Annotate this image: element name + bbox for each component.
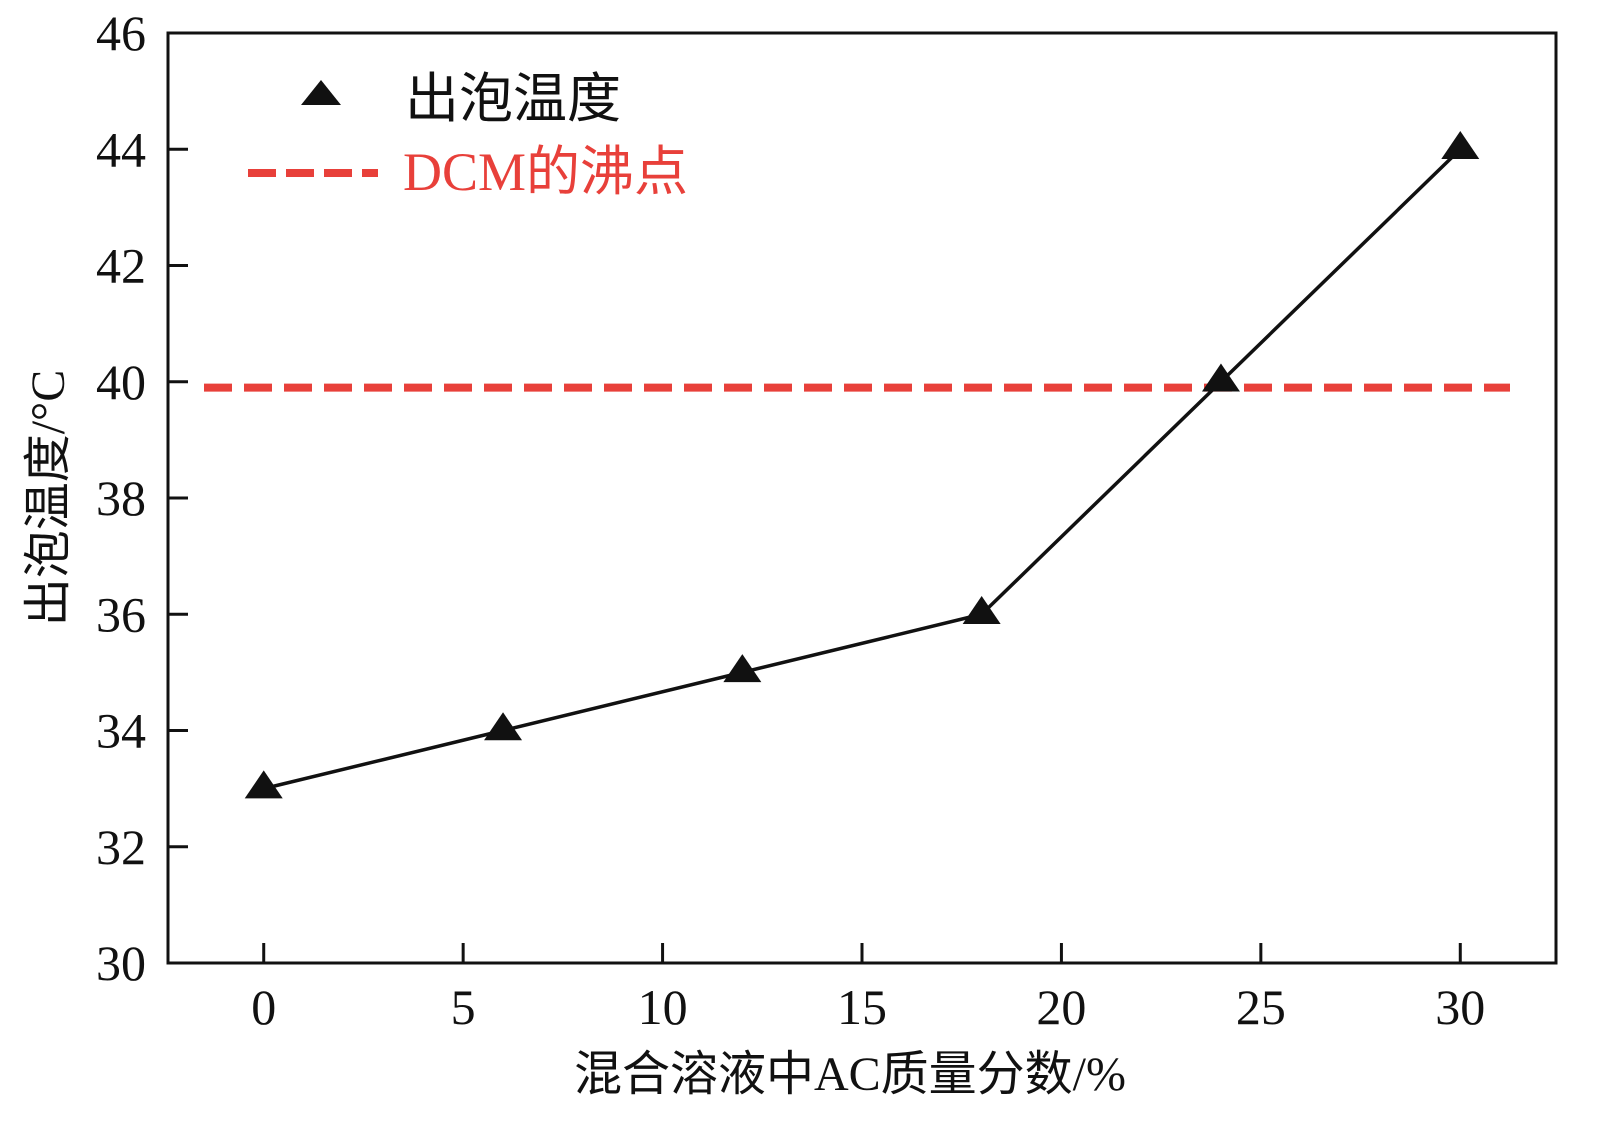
x-tick-label: 15	[837, 979, 887, 1035]
data-point-triangle	[962, 596, 1001, 625]
data-point-triangle	[723, 654, 762, 683]
series-line-segment	[741, 612, 983, 675]
y-tick-label: 46	[96, 5, 146, 61]
series-line-segment	[1219, 147, 1462, 384]
y-tick-label: 34	[96, 703, 146, 759]
data-point-triangle	[484, 712, 523, 741]
data-point-triangle	[1201, 363, 1240, 392]
y-axis-ticks: 30 32 34 36 38 40 42 44 46	[96, 5, 188, 991]
data-point-triangle	[1441, 131, 1480, 160]
series-line-segment	[980, 380, 1223, 616]
x-tick-label: 10	[638, 979, 688, 1035]
legend: 出泡温度 DCM的沸点	[248, 69, 688, 202]
y-tick-label: 32	[96, 819, 146, 875]
y-axis-label: 出泡温度/°C	[22, 370, 75, 627]
x-tick-label: 5	[451, 979, 476, 1035]
y-tick-label: 42	[96, 238, 146, 294]
y-tick-label: 30	[96, 935, 146, 991]
x-tick-label: 20	[1036, 979, 1086, 1035]
legend-series-label: 出泡温度	[405, 69, 621, 129]
series-group	[244, 131, 1480, 799]
y-tick-label: 36	[96, 586, 146, 642]
legend-triangle-marker	[301, 80, 341, 105]
data-point-triangle	[244, 770, 283, 799]
x-axis-label: 混合溶液中AC质量分数/%	[574, 1048, 1126, 1101]
y-tick-label: 44	[96, 121, 146, 177]
x-tick-label: 0	[251, 979, 276, 1035]
series-line-segment	[502, 670, 743, 733]
x-tick-label: 30	[1435, 979, 1485, 1035]
y-tick-label: 38	[96, 470, 146, 526]
x-axis-ticks: 0 5 10 15 20 25 30	[251, 943, 1485, 1035]
y-tick-label: 40	[96, 354, 146, 410]
x-tick-label: 25	[1236, 979, 1286, 1035]
series-line-segment	[263, 728, 504, 791]
legend-reference-label: DCM的沸点	[403, 142, 688, 202]
